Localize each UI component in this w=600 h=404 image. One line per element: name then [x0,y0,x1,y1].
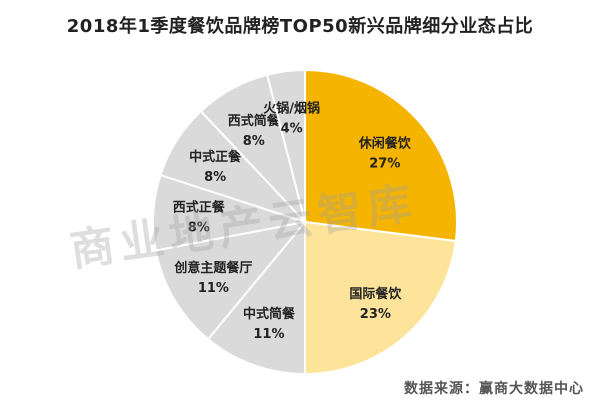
pie-slice [265,68,306,223]
slice-value-label: 11% [253,327,284,342]
pie-slice [206,219,306,376]
slice-label: 中式正餐 [189,149,242,165]
slice-label: 国际餐饮 [349,286,402,302]
slice-label: 中式简餐 [243,306,296,322]
chart-title: 2018年1季度餐饮品牌榜TOP50新兴品牌细分业态占比 [66,16,534,37]
slice-label: 休闲餐饮 [358,136,412,152]
slice-value-label: 11% [198,281,229,296]
slice-value-label: 8% [188,220,210,235]
slice-value-label: 27% [369,157,400,172]
slice-label: 火锅/烟锅 [263,100,320,116]
slice-label: 西式简餐 [228,113,281,129]
slice-value-label: 23% [360,307,391,322]
slice-value-label: 4% [281,121,303,136]
pie-slice [304,220,457,376]
slice-value-label: 8% [243,134,265,149]
pie-slice [154,220,308,341]
pie-slice [304,68,458,243]
slice-value-label: 8% [204,170,226,185]
source-note: 数据来源：赢商大数据中心 [404,381,584,397]
slice-label: 西式正餐 [173,199,226,215]
slice-label: 创意主题餐厅 [173,260,252,276]
